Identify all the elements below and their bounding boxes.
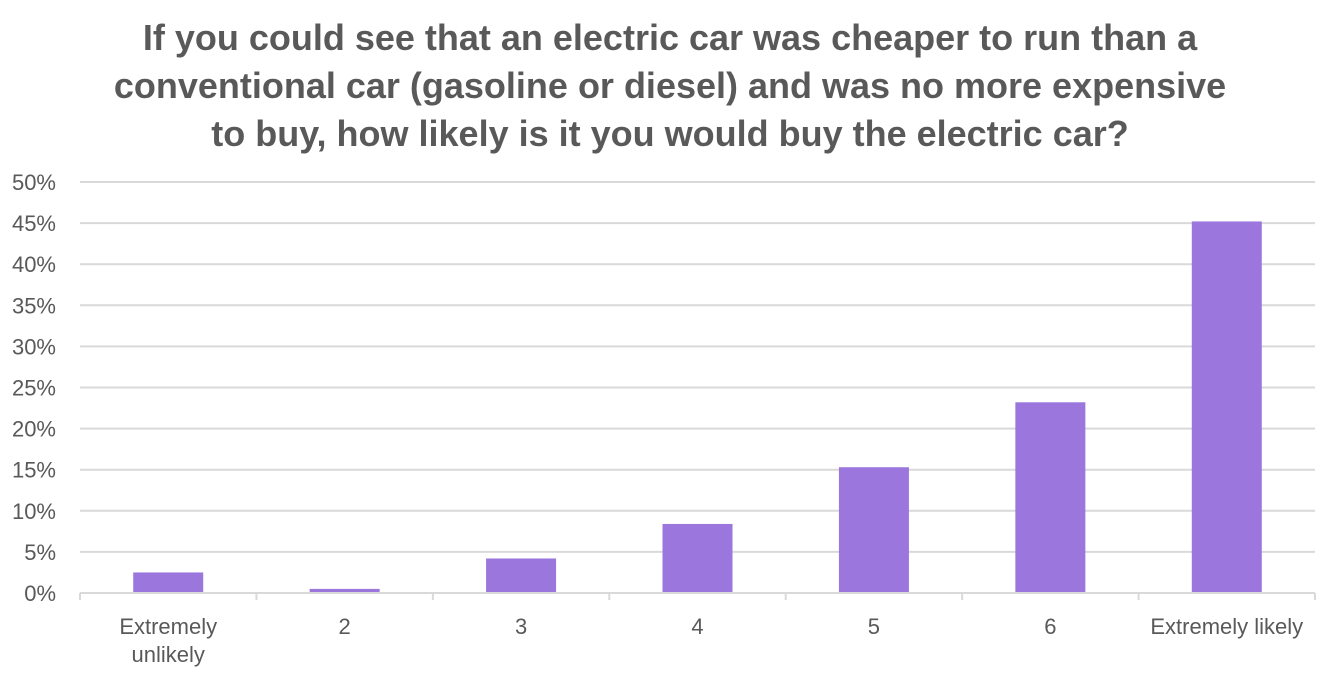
bars [133,221,1262,593]
x-tick-label: 2 [339,614,351,639]
bar [486,558,557,593]
y-tick-label: 40% [12,252,56,277]
y-tick-label: 10% [12,499,56,524]
x-axis-ticks: Extremely unlikely 2 3 4 5 6 Extremely likely [119,614,1303,667]
bar [309,588,380,593]
x-tick-label: Extremely likely [1150,614,1303,639]
bar [1015,402,1086,593]
x-tick-label: 3 [515,614,527,639]
bar [133,572,204,593]
gridlines [80,181,1315,553]
y-tick-label: 25% [12,376,56,401]
bar [1191,221,1262,593]
x-tick-label: Extremely unlikely [119,614,217,667]
y-tick-label: 35% [12,293,56,318]
x-tick-label: 5 [868,614,880,639]
y-tick-label: 45% [12,211,56,236]
y-tick-label: 50% [12,170,56,195]
bar [838,467,909,593]
y-tick-label: 15% [12,458,56,483]
x-tick-label: 4 [691,614,703,639]
y-axis-ticks: 0% 5% 10% 15% 20% 25% 30% 35% 40% 45% 50% [12,170,56,606]
chart-title: If you could see that an electric car wa… [113,17,1227,154]
bar [662,523,733,593]
x-axis [79,592,1316,600]
y-tick-label: 5% [24,540,56,565]
y-tick-label: 30% [12,334,56,359]
x-tick-label: 6 [1044,614,1056,639]
y-tick-label: 20% [12,417,56,442]
y-tick-label: 0% [24,581,56,606]
